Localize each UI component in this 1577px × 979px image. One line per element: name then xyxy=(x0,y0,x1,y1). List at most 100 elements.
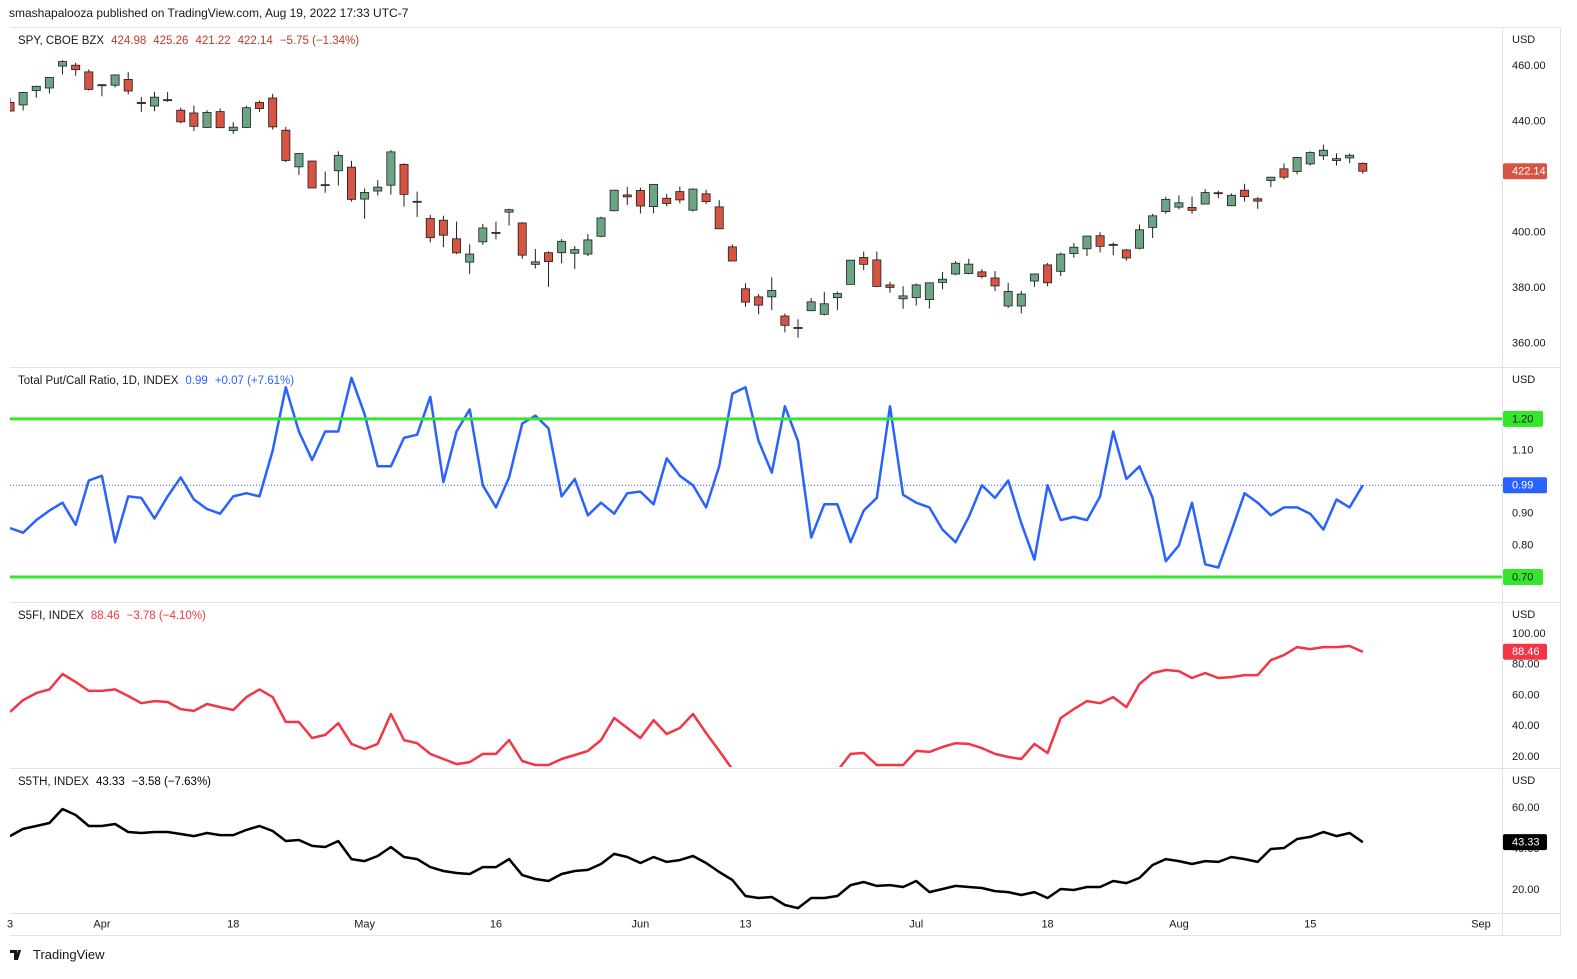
candle-body xyxy=(1345,154,1355,159)
candle-body xyxy=(727,246,737,262)
candle-body xyxy=(189,112,199,127)
candle-body xyxy=(806,301,816,312)
x-tick-label: Aug xyxy=(1169,918,1189,930)
y-tick-label: 20.00 xyxy=(1512,751,1540,763)
series-line xyxy=(10,644,1364,767)
legend-name: Total Put/Call Ratio, 1D, INDEX xyxy=(18,375,179,387)
candle-body xyxy=(452,238,462,254)
legend-name: SPY, CBOE BZX xyxy=(18,35,104,47)
legend-last: 88.46 xyxy=(91,610,120,622)
legend-close: 422.14 xyxy=(238,35,274,47)
y-tick-label: 60.00 xyxy=(1512,689,1540,701)
candle-body xyxy=(1358,162,1368,172)
candle-body xyxy=(780,315,790,326)
x-tick-label: 16 xyxy=(490,918,502,930)
candle-body xyxy=(425,218,435,239)
legend-last: 43.33 xyxy=(96,776,125,788)
last-value-label: 88.46 xyxy=(1512,646,1540,658)
candle-body xyxy=(1226,194,1236,207)
candle-body xyxy=(832,293,842,299)
candle-body xyxy=(530,261,540,265)
legend: Total Put/Call Ratio, 1D, INDEX 0.99 +0.07… xyxy=(18,375,294,387)
candle-body xyxy=(281,129,291,161)
candle-body xyxy=(412,200,422,203)
legend: S5TH, INDEX 43.33 −3.58 (−7.63%) xyxy=(18,776,211,788)
candle-body xyxy=(754,296,764,306)
candle-body xyxy=(885,284,895,288)
legend-name: S5TH, INDEX xyxy=(18,776,89,788)
candle-body xyxy=(504,209,514,213)
candle-body xyxy=(1318,149,1328,157)
candle-body xyxy=(31,85,41,91)
candle-body xyxy=(1253,198,1263,202)
level-label: 0.70 xyxy=(1512,571,1533,583)
candle-body xyxy=(1135,229,1144,249)
candle-body xyxy=(1174,202,1184,208)
pane xyxy=(10,807,1364,910)
legend-change: −3.78 (−4.10%) xyxy=(127,610,206,622)
y-tick-label: 460.00 xyxy=(1512,60,1546,72)
candle-body xyxy=(268,97,278,128)
currency-label: USD xyxy=(1512,374,1535,386)
candle-body xyxy=(1069,246,1079,254)
candle-body xyxy=(97,84,107,87)
tradingview-logo: TradingView xyxy=(10,947,105,962)
currency-label: USD xyxy=(1512,775,1535,787)
candle-body xyxy=(163,99,173,102)
candle-body xyxy=(662,197,672,204)
candle-body xyxy=(123,78,133,92)
candle-body xyxy=(1332,158,1341,161)
x-tick-label: May xyxy=(354,918,375,930)
candle-body xyxy=(1200,192,1210,205)
x-tick-label: Sep xyxy=(1471,918,1491,930)
candle-body xyxy=(977,271,987,277)
candle-body xyxy=(1056,253,1066,272)
candle-body xyxy=(465,253,475,263)
pane xyxy=(10,376,1364,569)
candle-body xyxy=(964,263,974,274)
candle-body xyxy=(635,190,645,207)
candle-body xyxy=(360,192,370,200)
y-tick-label: 0.80 xyxy=(1512,539,1533,551)
candle-body xyxy=(320,184,330,187)
y-tick-label: 40.00 xyxy=(1512,720,1540,732)
y-tick-label: 380.00 xyxy=(1512,282,1546,294)
candle-body xyxy=(44,77,54,89)
candle-body xyxy=(1121,249,1131,259)
last-value-badge xyxy=(1503,643,1547,660)
currency-label: USD xyxy=(1512,34,1535,46)
x-tick-label: 18 xyxy=(227,918,239,930)
y-tick-label: 0.90 xyxy=(1512,508,1533,520)
candle-body xyxy=(215,111,225,129)
candle-body xyxy=(1016,293,1026,307)
candle-body xyxy=(517,222,527,256)
candle-body xyxy=(1187,207,1197,211)
y-tick-label: 100.00 xyxy=(1512,628,1546,640)
legend-low: 421.22 xyxy=(195,35,230,47)
candle-body xyxy=(150,96,159,107)
legend-name: S5FI, INDEX xyxy=(18,610,84,622)
candle-body xyxy=(544,252,553,262)
candle-body xyxy=(58,61,68,67)
level-label-bg xyxy=(1503,568,1543,585)
candle-body xyxy=(898,295,908,300)
candle-body xyxy=(990,277,1000,287)
candle-body xyxy=(1161,198,1171,212)
candle-body xyxy=(859,257,869,265)
candle-body xyxy=(557,240,567,254)
candle-body xyxy=(1213,192,1223,195)
x-tick-label: Jul xyxy=(909,918,923,930)
level-label: 1.20 xyxy=(1512,413,1533,425)
currency-label: USD xyxy=(1512,609,1535,621)
candle-body xyxy=(596,217,606,237)
legend-high: 425.26 xyxy=(153,35,188,47)
candle-body xyxy=(911,284,921,299)
candle-body xyxy=(570,249,580,254)
legend-last: 0.99 xyxy=(185,375,207,387)
candle-body xyxy=(1108,243,1118,246)
candle-body xyxy=(1043,264,1053,284)
candle-body xyxy=(1279,168,1289,178)
last-value-badge xyxy=(1503,834,1547,851)
legend: S5FI, INDEX 88.46 −3.78 (−4.10%) xyxy=(18,610,206,622)
candle-body xyxy=(583,239,593,255)
